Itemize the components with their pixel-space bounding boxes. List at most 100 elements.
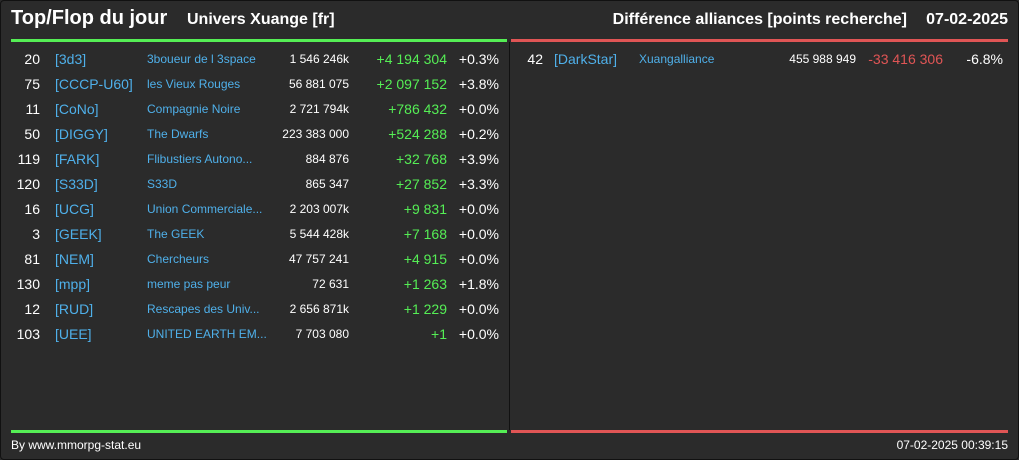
points-difference: +524 288	[388, 126, 447, 142]
percent-change: +0.0%	[458, 101, 499, 117]
alliance-points: 5 544 428k	[289, 227, 349, 241]
alliance-tag-link[interactable]: [DarkStar]	[554, 51, 618, 67]
alliance-name-link[interactable]: 3boueur de l 3space	[147, 52, 256, 66]
percent-change: +0.0%	[458, 226, 499, 242]
site-credit: By www.mmorpg-stat.eu	[11, 438, 142, 452]
alliance-rank: 12	[24, 301, 40, 317]
alliance-points: 223 383 000	[282, 127, 349, 141]
percent-change: +0.0%	[458, 251, 499, 267]
alliance-tag-link[interactable]: [3d3]	[55, 51, 87, 67]
alliance-rank: 120	[16, 176, 40, 192]
alliance-rank: 130	[16, 276, 40, 292]
alliance-name-link[interactable]: S33D	[147, 177, 178, 191]
percent-change: +0.2%	[458, 126, 499, 142]
alliance-points: 56 881 075	[288, 77, 349, 91]
points-difference: +32 768	[396, 151, 447, 167]
alliance-points: 1 546 246k	[289, 52, 349, 66]
points-difference: +27 852	[396, 176, 447, 192]
alliance-points: 47 757 241	[288, 252, 349, 266]
top-row: 50 [DIGGY] The Dwarfs 223 383 000 +524 288 +0…	[0, 122, 499, 147]
percent-change: +1.8%	[458, 276, 499, 292]
alliance-tag-link[interactable]: [NEM]	[55, 251, 94, 267]
points-difference: +786 432	[388, 101, 447, 117]
top-section-bar	[11, 39, 507, 42]
alliance-tag-link[interactable]: [UEE]	[55, 326, 92, 342]
top-row: 120 [S33D] S33D 865 347 +27 852 +3.3%	[0, 172, 499, 197]
alliance-name-link[interactable]: Flibustiers Autono...	[147, 152, 253, 166]
alliance-name-link[interactable]: Compagnie Noire	[147, 102, 241, 116]
flop-section-bar	[511, 39, 1008, 42]
footer-timestamp: 07-02-2025 00:39:15	[896, 438, 1008, 452]
points-difference: +1 229	[403, 301, 447, 317]
percent-change: +3.3%	[458, 176, 499, 192]
alliance-name-link[interactable]: UNITED EARTH EM...	[147, 327, 267, 341]
points-difference: +9 831	[403, 201, 447, 217]
alliance-tag-link[interactable]: [UCG]	[55, 201, 94, 217]
percent-change: +3.9%	[458, 151, 499, 167]
alliance-name-link[interactable]: The GEEK	[147, 227, 205, 241]
percent-change: +0.0%	[458, 326, 499, 342]
alliance-name-link[interactable]: les Vieux Rouges	[147, 77, 241, 91]
points-difference: +4 915	[403, 251, 447, 267]
points-difference: +2 097 152	[376, 76, 447, 92]
universe-label: Univers Xuange [fr]	[187, 11, 335, 28]
alliance-tag-link[interactable]: [RUD]	[55, 301, 94, 317]
top-row: 103 [UEE] UNITED EARTH EM... 7 703 080 +1 +0.…	[0, 322, 499, 347]
points-difference: -33 416 306	[868, 51, 943, 67]
alliance-points: 72 631	[312, 277, 349, 291]
alliance-points: 2 721 794k	[289, 102, 349, 116]
alliance-tag-link[interactable]: [GEEK]	[55, 226, 102, 242]
column-divider	[509, 42, 510, 430]
alliance-rank: 11	[25, 101, 40, 117]
alliance-name-link[interactable]: Rescapes des Univ...	[147, 302, 260, 316]
points-difference: +1	[431, 326, 447, 342]
alliance-rank: 81	[24, 251, 40, 267]
percent-change: -6.8%	[966, 51, 1003, 67]
flop-section-bottom-bar	[511, 430, 1008, 433]
percent-change: +0.0%	[458, 201, 499, 217]
alliance-points: 2 203 007k	[289, 202, 349, 216]
page-title: Top/Flop du jour	[11, 7, 168, 29]
top-row: 75 [CCCP-U60] les Vieux Rouges 56 881 075 +2…	[0, 72, 499, 97]
alliance-rank: 119	[17, 151, 40, 167]
top-row: 12 [RUD] Rescapes des Univ... 2 656 871k +1 …	[0, 297, 499, 322]
alliance-name-link[interactable]: Xuangalliance	[639, 52, 715, 66]
alliance-points: 884 876	[305, 152, 349, 166]
alliance-rank: 20	[24, 51, 40, 67]
alliance-points: 7 703 080	[295, 327, 349, 341]
alliance-name-link[interactable]: The Dwarfs	[147, 127, 209, 141]
alliance-rank: 103	[16, 326, 40, 342]
alliance-name-link[interactable]: Chercheurs	[147, 252, 210, 266]
percent-change: +0.0%	[458, 301, 499, 317]
top-section-bottom-bar	[11, 430, 507, 433]
report-date: 07-02-2025	[926, 11, 1008, 28]
alliance-points: 2 656 871k	[289, 302, 349, 316]
alliance-tag-link[interactable]: [mpp]	[55, 276, 91, 292]
alliance-rank: 75	[24, 76, 40, 92]
alliance-name-link[interactable]: Union Commerciale...	[147, 202, 263, 216]
points-difference: +7 168	[403, 226, 447, 242]
points-difference: +1 263	[403, 276, 447, 292]
alliance-tag-link[interactable]: [CoNo]	[55, 101, 99, 117]
difference-title: Différence alliances [points recherche]	[612, 11, 907, 28]
percent-change: +3.8%	[458, 76, 499, 92]
top-row: 130 [mpp] meme pas peur 72 631 +1 263 +1.8%	[0, 272, 499, 297]
alliance-rank: 3	[32, 226, 40, 242]
top-row: 11 [CoNo] Compagnie Noire 2 721 794k +786 43…	[0, 97, 499, 122]
top-row: 81 [NEM] Chercheurs 47 757 241 +4 915 +0.0%	[0, 247, 499, 272]
alliance-points: 865 347	[305, 177, 349, 191]
alliance-tag-link[interactable]: [DIGGY]	[55, 126, 108, 142]
flop-row: 42 [DarkStar] Xuangalliance 455 988 949 -33 …	[0, 47, 1003, 72]
top-row: 16 [UCG] Union Commerciale... 2 203 007k +9 …	[0, 197, 499, 222]
alliance-points: 455 988 949	[789, 52, 856, 66]
alliance-tag-link[interactable]: [CCCP-U60]	[55, 76, 133, 92]
top-row: 20 [3d3] 3boueur de l 3space 1 546 246k +4 1…	[0, 47, 499, 72]
alliance-tag-link[interactable]: [FARK]	[55, 151, 100, 167]
alliance-tag-link[interactable]: [S33D]	[55, 176, 98, 192]
points-difference: +4 194 304	[376, 51, 447, 67]
top-row: 119 [FARK] Flibustiers Autono... 884 876 +32…	[0, 147, 499, 172]
alliance-rank: 42	[527, 51, 543, 67]
alliance-name-link[interactable]: meme pas peur	[147, 277, 231, 291]
alliance-rank: 50	[24, 126, 40, 142]
percent-change: +0.3%	[458, 51, 499, 67]
